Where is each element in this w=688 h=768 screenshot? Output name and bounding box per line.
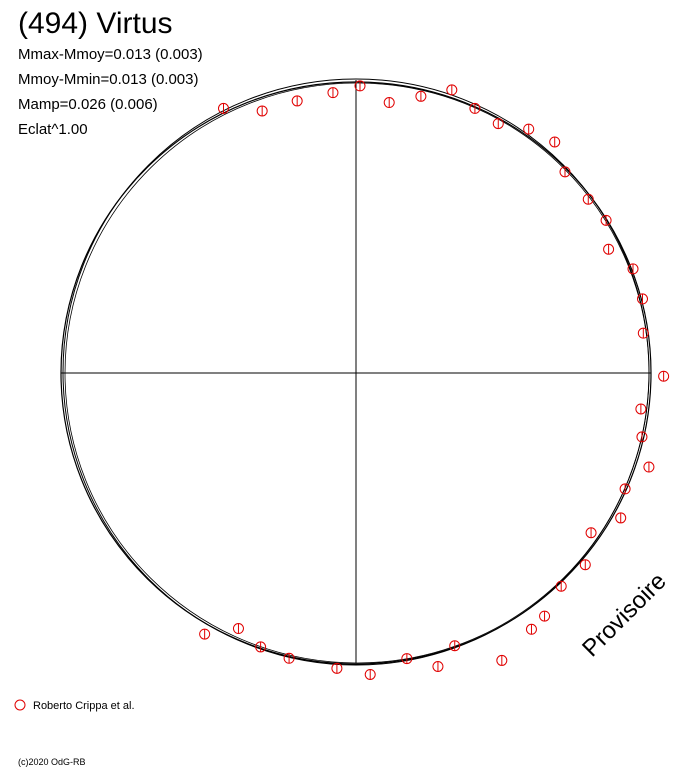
data-point bbox=[283, 652, 295, 664]
legend-marker bbox=[14, 699, 26, 711]
data-point bbox=[637, 293, 649, 305]
model-curve bbox=[60, 81, 652, 665]
chart-title: (494) Virtus bbox=[18, 7, 173, 40]
data-point bbox=[415, 90, 427, 102]
data-point bbox=[539, 610, 551, 622]
data-point bbox=[585, 527, 597, 539]
annotation: Mamp=0.026 (0.006) bbox=[18, 96, 158, 113]
data-point bbox=[449, 640, 461, 652]
data-point bbox=[199, 628, 211, 640]
data-point bbox=[549, 136, 561, 148]
data-point bbox=[635, 403, 647, 415]
data-point bbox=[354, 80, 366, 92]
data-point bbox=[496, 654, 508, 666]
annotation: Mmax-Mmoy=0.013 (0.003) bbox=[18, 46, 203, 63]
data-point bbox=[383, 97, 395, 109]
data-point bbox=[555, 580, 567, 592]
annotation: Eclat^1.00 bbox=[18, 121, 88, 138]
data-point bbox=[255, 641, 267, 653]
data-point bbox=[523, 123, 535, 135]
data-point bbox=[603, 243, 615, 255]
model-curve bbox=[64, 82, 650, 664]
data-point bbox=[615, 512, 627, 524]
data-point bbox=[327, 87, 339, 99]
data-point bbox=[600, 214, 612, 226]
data-point bbox=[446, 84, 458, 96]
data-point bbox=[637, 327, 649, 339]
data-point bbox=[364, 668, 376, 680]
data-point bbox=[232, 623, 244, 635]
data-point bbox=[559, 166, 571, 178]
data-point bbox=[217, 102, 229, 114]
data-point bbox=[525, 623, 537, 635]
data-point bbox=[401, 653, 413, 665]
data-point bbox=[627, 263, 639, 275]
data-point bbox=[432, 660, 444, 672]
annotation: Mmoy-Mmin=0.013 (0.003) bbox=[18, 71, 198, 88]
data-point bbox=[636, 431, 648, 443]
data-point bbox=[469, 102, 481, 114]
data-point bbox=[582, 193, 594, 205]
data-point bbox=[643, 461, 655, 473]
data-point bbox=[579, 559, 591, 571]
data-point bbox=[256, 105, 268, 117]
legend-label: Roberto Crippa et al. bbox=[33, 700, 135, 712]
data-point bbox=[291, 95, 303, 107]
data-point bbox=[658, 370, 670, 382]
data-point bbox=[619, 483, 631, 495]
data-point bbox=[331, 662, 343, 674]
data-point bbox=[492, 118, 504, 130]
watermark: Provisoire bbox=[577, 568, 672, 663]
credit: (c)2020 OdG-RB bbox=[18, 757, 86, 767]
